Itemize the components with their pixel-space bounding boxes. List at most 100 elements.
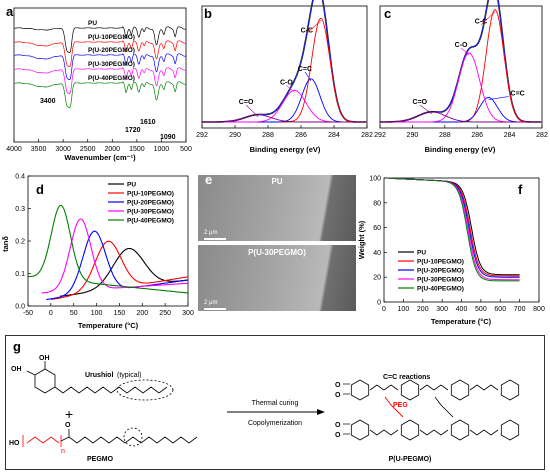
product-chain-bottom: [369, 429, 399, 436]
xps-peak-curve: [380, 97, 542, 123]
xps-peak-curve: [202, 114, 367, 123]
ftir-annotation-1720: 1720: [125, 127, 141, 134]
xps-peak-label: C-C: [301, 27, 313, 34]
product-benzene-ring: [400, 419, 420, 441]
xps-peak-label: C=O: [239, 99, 254, 106]
arrow-label-top: Thermal curing: [252, 400, 299, 407]
xps-xtick-label: 286: [295, 132, 307, 139]
sem-image-pu: [198, 175, 356, 241]
xps-envelope: [380, 0, 542, 123]
xps-peak-label: C-O: [455, 42, 468, 49]
ftir-xtick-label: 1500: [129, 146, 145, 153]
xps-peak-label: C-C: [475, 19, 487, 26]
product-benzene-ring: [450, 379, 470, 401]
tga-legend-label: P(U-40PEGMO): [417, 286, 464, 293]
dma-legend-label: P(U-30PEGMO): [127, 209, 174, 216]
xps-b-xlabel: Binding energy (eV): [250, 145, 321, 154]
urushiol-note: (typical): [117, 372, 142, 379]
product-chain-top: [369, 384, 399, 391]
ftir-series-line: [14, 67, 187, 95]
xps-xtick-label: 284: [504, 132, 516, 139]
tga-chart: f 0 100 200 300 400 500 600 700 800020406080100 …: [357, 176, 545, 327]
ftir-series-line: [14, 53, 187, 81]
xps-frame-b: [201, 5, 368, 129]
product-oxygen: O: [335, 432, 341, 439]
xps-chart-b: b 292 290 288 286 284 282 C-C C=C C-O C=O Bindin…: [196, 0, 373, 154]
tan-delta-line: [41, 218, 188, 294]
dma-legend-label: PU: [127, 182, 136, 189]
tga-legend-label: P(U-20PEGMO): [417, 268, 464, 275]
scheme-frame: [5, 335, 545, 470]
product-benzene-ring: [450, 419, 470, 441]
dma-xtick-label: 100: [91, 310, 103, 317]
ftir-xtick-label: 3500: [31, 146, 47, 153]
arrow-label-bottom: Copolymerization: [248, 420, 302, 427]
tan-delta-line: [50, 240, 189, 301]
ftir-series-label: P(U-40PEGMO): [88, 75, 135, 82]
pegmo-structure: [22, 427, 198, 447]
xps-peak-curve: [380, 52, 542, 123]
urushiol-structure: [26, 361, 174, 401]
panel-c-xps: c 292 290 288 286 284 282 C-C C=C C-O C=O Bindin…: [368, 0, 550, 170]
dma-legend-label: P(U-40PEGMO): [127, 218, 174, 225]
dma-ytick-label: 0.0: [15, 304, 25, 311]
xps-frame-c: [379, 5, 543, 129]
xps-peak-pointer: [460, 47, 470, 56]
dma-xtick-label: 50: [70, 310, 78, 317]
urushiol-ring: [34, 368, 56, 394]
tga-xtick-label: 500: [475, 306, 487, 313]
pegmo-ho: HO: [9, 440, 20, 447]
xps-peak-curve: [202, 89, 367, 123]
tan-delta-line: [46, 230, 189, 301]
tga-legend-label: PU: [417, 250, 426, 257]
xps-peak-pointer: [286, 85, 295, 93]
panel-label-e-wrap: e: [205, 172, 212, 186]
xps-peak-curve: [380, 9, 542, 123]
ftir-xtick-label: 2500: [80, 146, 96, 153]
xps-peak-curve: [202, 17, 367, 123]
tga-xtick-label: 700: [514, 306, 526, 313]
ftir-series-label: P(U-20PEGMO): [88, 47, 135, 54]
tga-xtick-label: 100: [398, 306, 410, 313]
xps-xtick-label: 284: [328, 132, 340, 139]
tga-legend-label: P(U-30PEGMO): [417, 277, 464, 284]
tga-xlabel: Temperature (°C): [431, 317, 492, 326]
tga-xtick-label: 200: [417, 306, 429, 313]
panel-label-c: c: [384, 6, 391, 21]
tan-delta-chart: d -50 0 50 100 150 200 250 300 0.0 0.1 0.2 0.3 0.4 P…: [1, 174, 194, 331]
tan-delta-line: [27, 204, 189, 294]
xps-xtick-label: 292: [196, 132, 208, 139]
pegmo-dash-circle: [123, 427, 143, 447]
pegmo-chain: [60, 436, 198, 444]
ftir-chart: a PU P(U-10PEGMO) P(U-20PEGMO) P(U-30PEGMO)…: [6, 4, 192, 162]
tga-legend-label: P(U-10PEGMO): [417, 259, 464, 266]
reaction-scheme: g OH OH Urushiol (typical) + HO n O PEGM…: [5, 335, 545, 470]
xps-peak-pointer: [245, 104, 259, 118]
cc-reaction-label: C=C reactions: [383, 374, 430, 381]
panel-a-ftir: a PU P(U-10PEGMO) P(U-20PEGMO) P(U-30PEGMO)…: [0, 0, 195, 170]
ftir-xlabel: Wavenumber (cm⁻¹): [64, 153, 136, 162]
sem-image-pegmo: [198, 245, 356, 311]
panel-label-a: a: [6, 4, 14, 19]
panel-b-xps: b 292 290 288 286 284 282 C-C C=C C-O C=O Bindin…: [190, 0, 375, 170]
product-benzene-ring: [500, 419, 520, 441]
dma-ytick-label: 0.4: [15, 174, 25, 181]
product-benzene-ring: [350, 379, 370, 401]
tga-ytick-label: 100: [369, 176, 381, 183]
panel-g-scheme: g OH OH Urushiol (typical) + HO n O PEGM…: [5, 335, 545, 470]
tga-ytick-label: 20: [373, 275, 381, 282]
reaction-arrowhead: [317, 409, 325, 415]
xps-peak-label: C=C: [298, 66, 312, 73]
ftir-annotation-1610: 1610: [140, 119, 156, 126]
tga-xtick-label: 800: [533, 306, 545, 313]
tga-xtick-label: 400: [456, 306, 468, 313]
dma-ylabel: tanδ: [1, 236, 10, 252]
ftir-series-label: P(U-30PEGMO): [88, 61, 135, 68]
product-chain-top: [469, 384, 499, 391]
xps-xtick-label: 290: [407, 132, 419, 139]
xps-chart-c: c 292 290 288 286 284 282 C-C C=C C-O C=O Bindin…: [374, 0, 548, 154]
product-label: P(U-PEGMO): [389, 456, 432, 463]
dma-xtick-label: 250: [159, 310, 171, 317]
ftir-xtick-label: 4000: [6, 146, 22, 153]
